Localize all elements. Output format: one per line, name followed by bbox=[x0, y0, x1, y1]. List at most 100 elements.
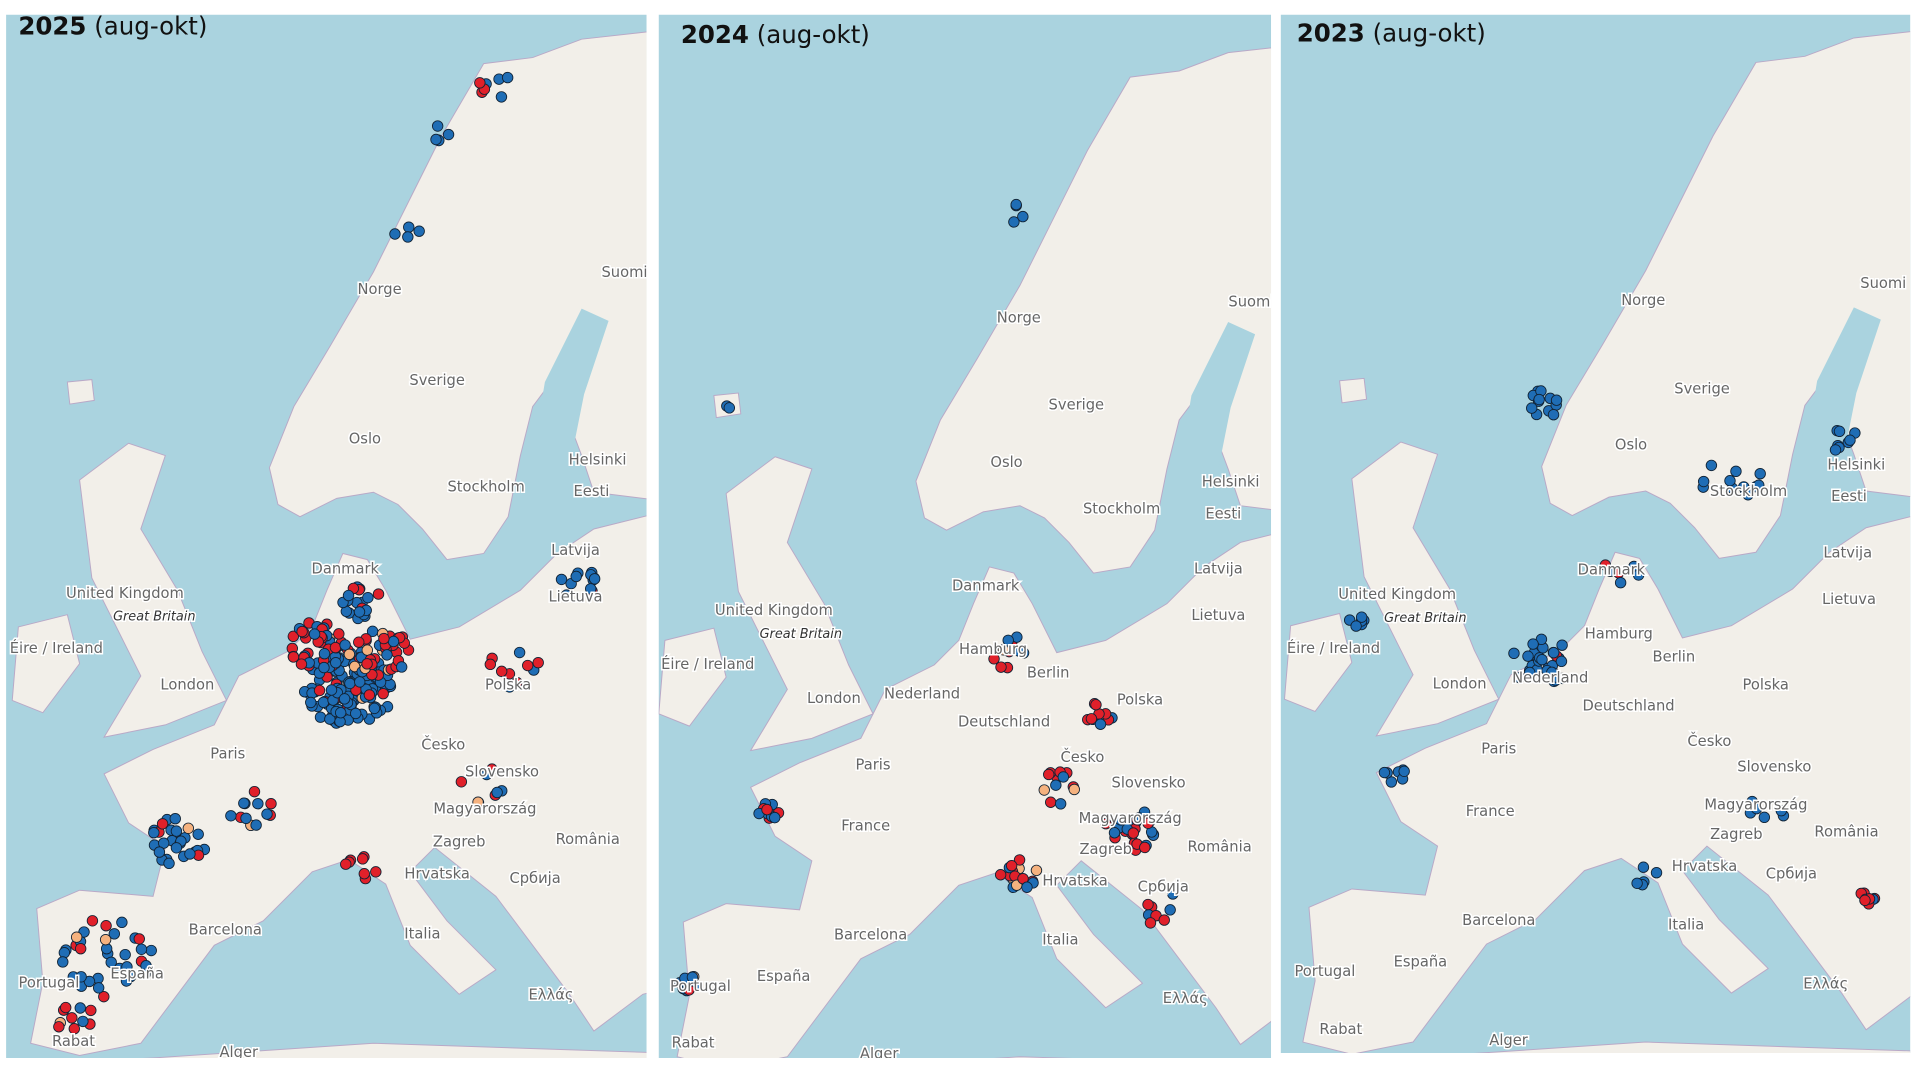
place-label: Great Britain bbox=[760, 627, 842, 642]
place-label: Latvija bbox=[1194, 560, 1243, 577]
location-dot bbox=[994, 869, 1007, 881]
location-dot bbox=[1738, 481, 1750, 493]
place-label: France bbox=[1466, 803, 1515, 820]
location-dot bbox=[314, 711, 327, 723]
location-dot bbox=[57, 956, 69, 968]
location-dot bbox=[1142, 898, 1154, 911]
map-panel: Norge Sverige Oslo Stockholm Helsinki Eesti Su… bbox=[658, 14, 1272, 1062]
location-dot bbox=[1754, 468, 1766, 480]
place-label: Ελλάς bbox=[1803, 975, 1848, 992]
location-dot bbox=[1350, 620, 1362, 632]
location-dot bbox=[192, 828, 204, 840]
location-dot bbox=[240, 812, 252, 824]
location-dot bbox=[145, 944, 157, 957]
place-label: United Kingdom bbox=[715, 602, 833, 619]
place-label: Eesti bbox=[1205, 505, 1241, 522]
place-label: Danmark bbox=[312, 560, 380, 577]
location-dot bbox=[1090, 699, 1102, 711]
location-dot bbox=[1038, 784, 1050, 796]
location-dot bbox=[560, 589, 573, 601]
panel-title: 2025 (aug-okt) bbox=[18, 11, 207, 40]
location-dot bbox=[1705, 459, 1718, 472]
location-dot bbox=[1108, 827, 1121, 839]
location-dot bbox=[356, 853, 369, 865]
place-label: London bbox=[807, 690, 861, 707]
place-label: Barcelona bbox=[834, 927, 907, 944]
place-label: España bbox=[757, 968, 811, 985]
location-dot bbox=[1524, 666, 1536, 679]
place-label: Italia bbox=[1668, 917, 1704, 934]
dot-layer bbox=[1343, 385, 1881, 910]
location-dot bbox=[442, 128, 455, 141]
location-dot bbox=[287, 630, 300, 643]
place-label: Rabat bbox=[1319, 1021, 1362, 1038]
location-dot bbox=[1144, 917, 1157, 929]
place-label: Deutschland bbox=[958, 713, 1050, 730]
location-dot bbox=[1127, 827, 1140, 839]
location-dot bbox=[85, 1004, 97, 1017]
location-dot bbox=[108, 928, 121, 940]
location-dot bbox=[339, 639, 351, 651]
place-label: Nederland bbox=[884, 685, 960, 702]
location-dot bbox=[92, 982, 105, 994]
place-label: Hrvatska bbox=[1672, 858, 1737, 875]
location-dot bbox=[361, 644, 374, 656]
basemap bbox=[6, 14, 647, 1058]
location-dot bbox=[296, 625, 308, 638]
location-dot bbox=[403, 221, 415, 233]
location-dot bbox=[1021, 881, 1033, 893]
panel-title: 2023 (aug-okt) bbox=[1297, 19, 1486, 48]
place-label: Stockholm bbox=[1083, 500, 1160, 517]
place-label: España bbox=[110, 966, 164, 983]
location-dot bbox=[402, 231, 414, 243]
place-label: Eesti bbox=[574, 483, 610, 500]
location-dot bbox=[77, 1015, 89, 1028]
place-label: Éire / Ireland bbox=[661, 655, 754, 673]
location-dot bbox=[1555, 655, 1568, 668]
place-label: Norge bbox=[997, 309, 1041, 326]
location-dot bbox=[387, 635, 400, 648]
place-label: Slovensko bbox=[465, 764, 539, 781]
place-label: Italia bbox=[404, 925, 440, 942]
location-dot bbox=[1614, 576, 1627, 589]
location-dot bbox=[261, 808, 273, 820]
land-and-sea bbox=[6, 14, 647, 1058]
location-dot bbox=[1094, 718, 1107, 730]
place-label: Hrvatska bbox=[1042, 873, 1107, 890]
place-label: Danmark bbox=[952, 578, 1020, 595]
place-label: Ελλάς bbox=[1163, 990, 1208, 1007]
place-label: Србија bbox=[509, 870, 560, 887]
location-dot bbox=[474, 77, 486, 89]
place-label: France bbox=[841, 818, 890, 835]
place-label: Norge bbox=[358, 281, 402, 298]
place-label: Alger bbox=[860, 1045, 899, 1062]
place-label: Nederland bbox=[1512, 669, 1588, 686]
place-label: Barcelona bbox=[189, 922, 262, 939]
location-dot bbox=[1008, 216, 1020, 228]
location-dot bbox=[354, 676, 366, 688]
panel-year: 2024 bbox=[681, 20, 749, 49]
location-dot bbox=[484, 658, 497, 671]
location-dot bbox=[1556, 639, 1568, 651]
location-dot bbox=[338, 693, 351, 705]
location-dot bbox=[381, 649, 393, 661]
place-label: Magyarország bbox=[1079, 810, 1182, 827]
location-dot bbox=[287, 651, 300, 663]
place-label: Србија bbox=[1766, 865, 1817, 882]
location-dot bbox=[1508, 647, 1520, 660]
place-label: Србија bbox=[1138, 879, 1189, 896]
location-dot bbox=[342, 589, 355, 602]
location-dot bbox=[295, 658, 308, 670]
place-label: United Kingdom bbox=[1338, 586, 1456, 603]
location-dot bbox=[413, 225, 425, 237]
location-dot bbox=[305, 696, 317, 709]
place-label: Rabat bbox=[672, 1034, 715, 1051]
location-dot bbox=[343, 648, 356, 661]
location-dot bbox=[148, 826, 160, 839]
place-label: Hamburg bbox=[959, 641, 1027, 658]
location-dot bbox=[1043, 768, 1055, 781]
place-label: Latvija bbox=[551, 542, 600, 559]
location-dot bbox=[501, 71, 514, 84]
place-label: Polska bbox=[1743, 677, 1789, 694]
location-dot bbox=[1133, 812, 1145, 824]
